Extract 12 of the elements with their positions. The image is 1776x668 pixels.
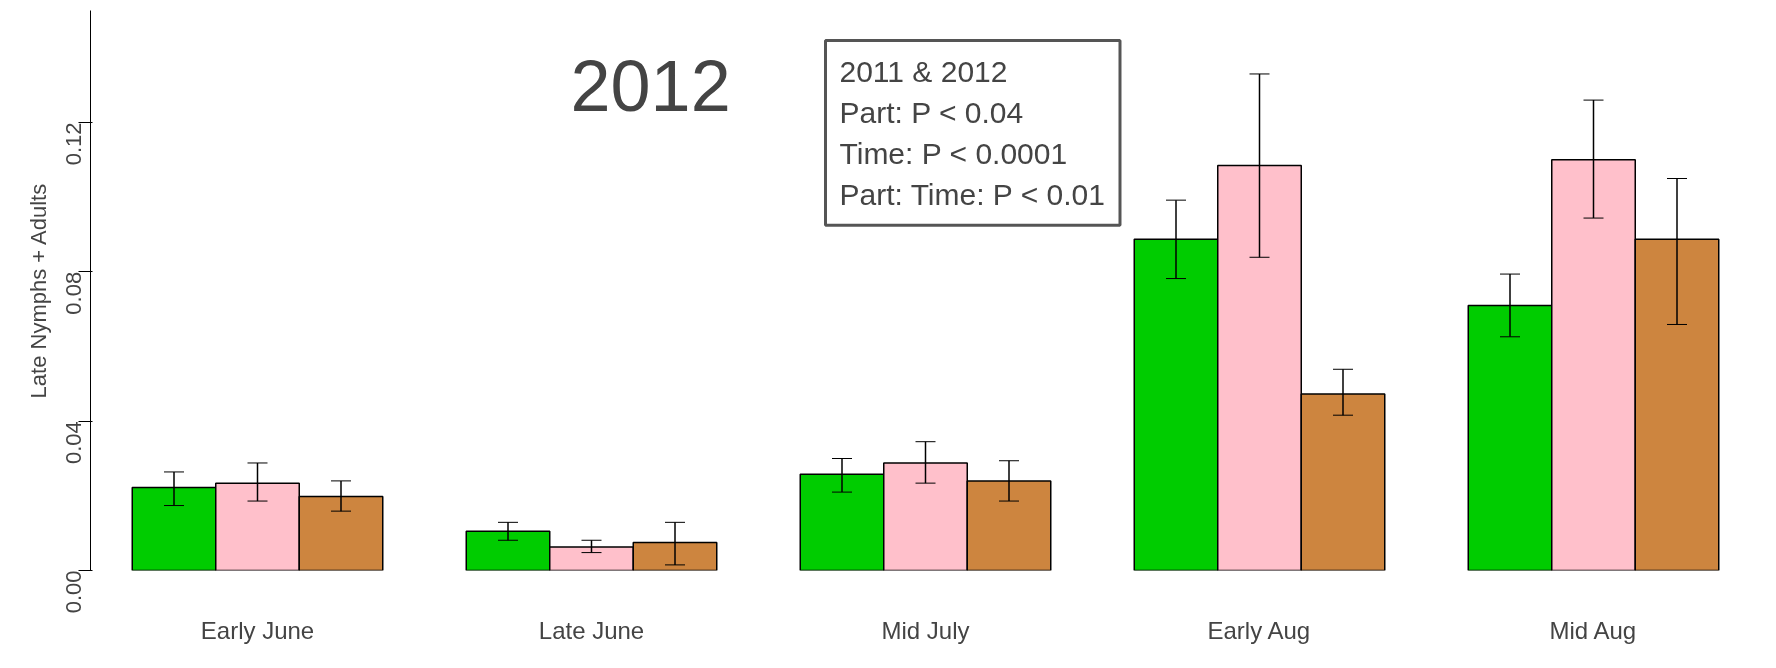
x-tick-label: Early June xyxy=(200,616,315,644)
x-tick-label: Early Aug xyxy=(1207,616,1311,644)
y-axis-title: Late Nymphs + Adults xyxy=(25,183,51,399)
y-tick-label: 0.12 xyxy=(61,122,86,166)
x-tick-label: Mid Aug xyxy=(1549,616,1637,644)
y-tick-label: 0.08 xyxy=(61,271,86,315)
y-tick-label: 0.04 xyxy=(61,421,86,464)
y-tick-label: 0.00 xyxy=(61,570,86,614)
x-tick-label: Late June xyxy=(538,616,645,644)
annotation: 2011 & 2012 Part: P < 0.04 Time: P < 0.0001 Part: Time: P < 0.01 xyxy=(839,54,1105,212)
annotation: 2012 xyxy=(570,45,731,126)
x-tick-label: Mid July xyxy=(881,616,970,644)
